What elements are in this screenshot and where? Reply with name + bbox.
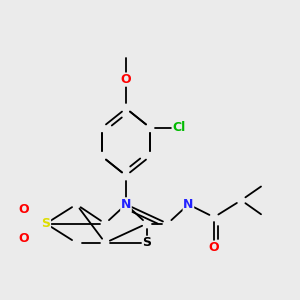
Text: S: S bbox=[41, 217, 50, 230]
Text: O: O bbox=[121, 73, 131, 86]
Text: O: O bbox=[18, 232, 29, 244]
Text: Cl: Cl bbox=[172, 121, 185, 134]
Text: S: S bbox=[142, 236, 151, 249]
Text: N: N bbox=[121, 198, 131, 211]
Text: N: N bbox=[183, 198, 194, 211]
Text: O: O bbox=[18, 203, 29, 216]
Text: O: O bbox=[209, 241, 219, 254]
